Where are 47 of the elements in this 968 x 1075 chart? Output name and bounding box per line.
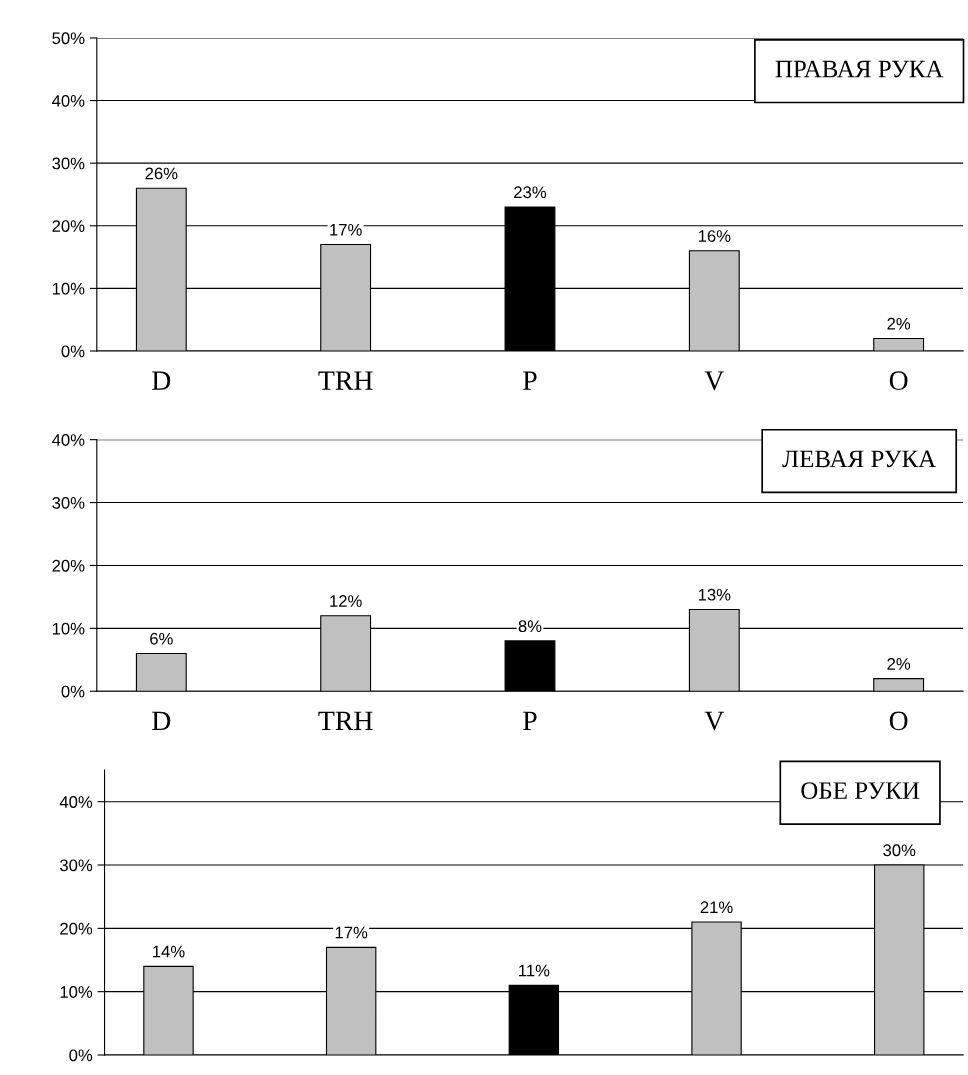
data-label: 6% xyxy=(150,632,173,645)
data-label: 26% xyxy=(145,167,178,180)
y-tick-label: 30% xyxy=(52,496,85,509)
data-label: 17% xyxy=(330,223,362,236)
y-tick-label: 20% xyxy=(60,922,93,935)
y-tick-label: 30% xyxy=(52,157,85,170)
chart-title: ОБЕ РУКИ xyxy=(801,782,920,800)
bar xyxy=(873,678,925,692)
text: ПРАВАЯ РУКА xyxy=(775,60,944,78)
data-label: 16% xyxy=(698,230,731,242)
x-tick-label: V xyxy=(704,371,725,391)
x-tick-label: TRH xyxy=(318,371,373,390)
data-label: 17% xyxy=(335,926,368,939)
y-tick-label: 0% xyxy=(61,345,85,358)
x-tick-label: V xyxy=(704,711,725,731)
chart-title: ЛЕВАЯ РУКА xyxy=(782,450,937,468)
data-label: 21% xyxy=(700,901,733,914)
y-tick-label: 20% xyxy=(52,220,85,232)
x-tick-label: D xyxy=(152,711,171,730)
bar xyxy=(135,652,187,692)
y-tick-label: 0% xyxy=(69,1049,93,1062)
data-label: 2% xyxy=(887,317,911,330)
data-label: 14% xyxy=(153,945,185,958)
y-tick-label: 20% xyxy=(52,559,85,572)
data-label: 13% xyxy=(698,588,731,601)
y-tick-label: 50% xyxy=(52,32,85,45)
y-tick-label: 10% xyxy=(52,622,85,635)
data-label: 12% xyxy=(330,595,362,607)
data-label: 30% xyxy=(883,844,916,857)
y-tick-label: 40% xyxy=(52,94,85,107)
data-label: 23% xyxy=(514,186,547,199)
data-label: 11% xyxy=(519,964,550,977)
bar xyxy=(504,640,556,692)
y-tick-label: 10% xyxy=(60,986,93,998)
y-tick-label: 10% xyxy=(52,282,85,295)
y-tick-label: 0% xyxy=(61,685,85,698)
y-tick-label: 40% xyxy=(52,434,85,446)
data-label: 2% xyxy=(887,658,911,670)
x-tick-label: O xyxy=(889,371,908,390)
data-label: 8% xyxy=(518,620,542,633)
x-tick-label: P xyxy=(523,371,537,390)
x-tick-label: D xyxy=(152,371,171,390)
x-tick-label: O xyxy=(889,711,908,731)
x-tick-label: TRH xyxy=(318,711,373,730)
x-tick-label: P xyxy=(523,711,537,730)
y-tick-label: 40% xyxy=(59,796,93,808)
y-tick-label: 30% xyxy=(60,859,93,872)
